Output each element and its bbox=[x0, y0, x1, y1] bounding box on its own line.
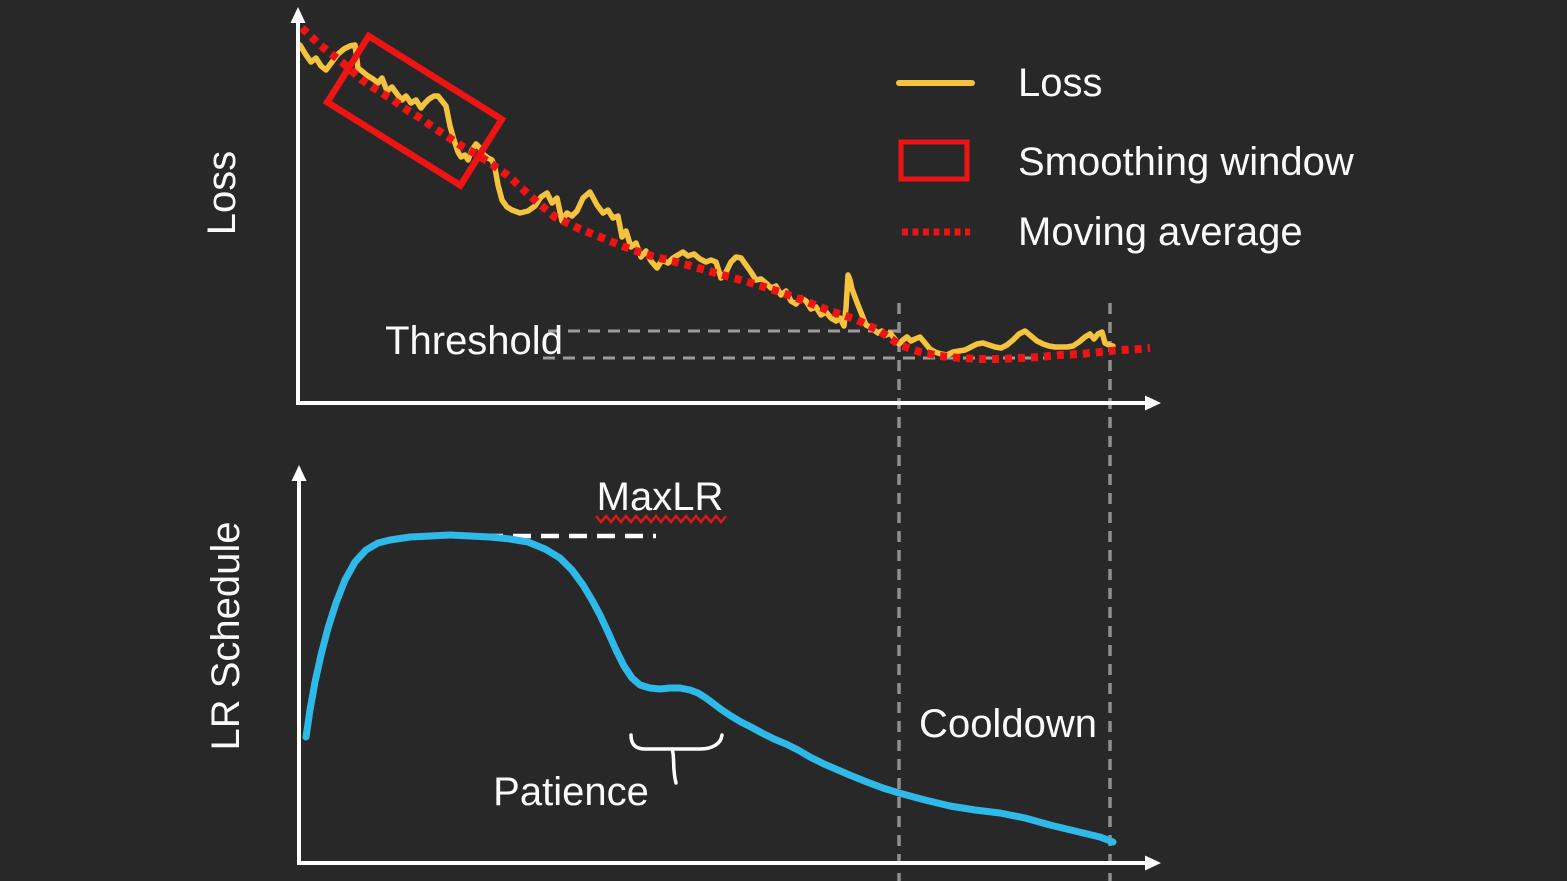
bottom-x-axis-arrow-icon bbox=[1145, 855, 1161, 871]
training-loss-curve bbox=[297, 42, 1116, 358]
cooldown-label: Cooldown bbox=[919, 702, 1097, 746]
maxlr-label: MaxLR bbox=[596, 475, 724, 519]
spellcheck-squiggle bbox=[595, 514, 727, 524]
threshold-label: Threshold bbox=[385, 319, 563, 363]
patience-label: Patience bbox=[493, 770, 649, 814]
legend-label-moving-average: Moving average bbox=[1018, 210, 1303, 254]
loss-axis-label: Loss bbox=[200, 150, 244, 236]
legend-label-loss: Loss bbox=[1018, 61, 1103, 105]
patience-brace bbox=[629, 733, 724, 751]
top-y-axis-arrow-icon bbox=[290, 7, 306, 23]
smoothing-window-box bbox=[322, 31, 507, 190]
legend-label-smoothing-window: Smoothing window bbox=[1018, 140, 1354, 184]
patience-brace-stem bbox=[670, 747, 678, 785]
legend-swatch-smoothing-window-box bbox=[898, 139, 970, 182]
top-x-axis-arrow-icon bbox=[1145, 395, 1161, 411]
bottom-y-axis-arrow-icon bbox=[291, 465, 307, 481]
lr-schedule-axis-label: LR Schedule bbox=[204, 521, 248, 751]
lr-schedule-curve bbox=[302, 531, 1117, 846]
